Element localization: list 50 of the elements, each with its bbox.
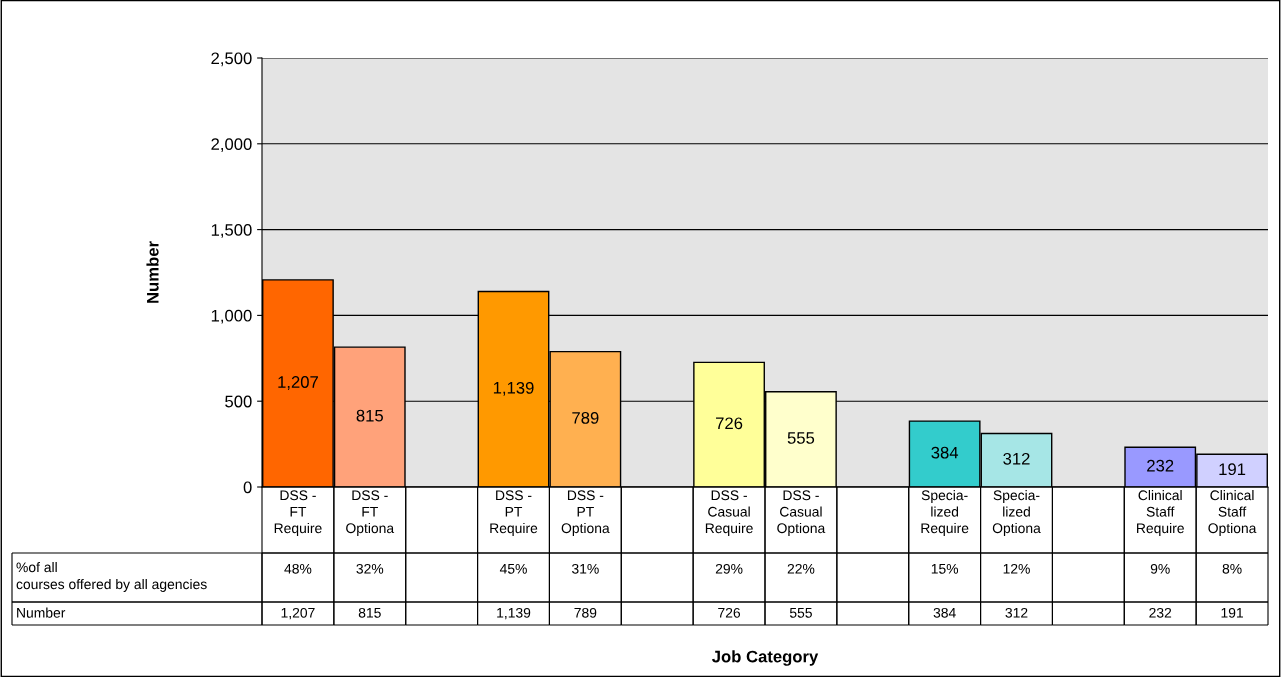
data-label: 1,207	[281, 607, 315, 620]
y-tick-label: 1,500	[211, 224, 252, 238]
y-tick-label: 2,500	[211, 52, 252, 67]
text: 1,207	[278, 376, 318, 390]
text: 8%	[1222, 563, 1242, 574]
x-tick-label: Specia- lized Require	[921, 490, 969, 536]
text: 32%	[356, 563, 384, 574]
data-label: 384	[933, 607, 956, 618]
y-tick-label: 2,000	[211, 138, 252, 152]
data-label: 191	[1221, 607, 1243, 618]
text: Job Category	[712, 650, 819, 666]
x-tick-label: DSS - FT Optiona	[346, 490, 395, 536]
x-tick-label: DSS - Casual Optiona	[777, 490, 826, 536]
x-tick-label: Clinical Staff Require	[1137, 490, 1184, 536]
text: 1,139	[493, 381, 534, 396]
y-tick-label: 1,000	[211, 309, 252, 324]
text: 726	[716, 417, 743, 430]
text: 15%	[931, 563, 959, 574]
data-label: 555	[789, 608, 812, 618]
text: 12%	[1003, 563, 1030, 574]
y-tick-label: 500	[225, 395, 252, 408]
x-tick-label: DSS - FT Require	[274, 490, 322, 536]
data-label: 726	[718, 607, 741, 618]
text: 31%	[571, 563, 599, 574]
text: Number	[17, 607, 66, 618]
text: 789	[572, 411, 599, 424]
y-tick-label: 0	[243, 481, 252, 494]
text: 45%	[499, 563, 527, 574]
text: 9%	[1150, 563, 1170, 574]
x-tick-label: DSS - PT Require	[490, 490, 538, 536]
x-tick-label: DSS - PT Optiona	[561, 490, 610, 536]
text: 312	[1003, 452, 1030, 465]
text: 232	[1147, 459, 1174, 472]
text: 48%	[284, 563, 312, 574]
y-axis-title: Number	[146, 241, 159, 303]
data-label: 789	[574, 607, 597, 618]
text: %of all courses offered by all agencies	[16, 562, 207, 592]
text: 384	[931, 446, 959, 459]
x-tick-label: Clinical Staff Optiona	[1208, 490, 1257, 536]
text: 555	[787, 432, 815, 444]
text: 22%	[787, 563, 815, 574]
text: 29%	[715, 563, 743, 574]
data-label: 815	[358, 607, 381, 618]
data-label: 312	[1005, 607, 1028, 618]
x-tick-label: Specia- lized Optiona	[992, 490, 1041, 536]
data-label: 1,139	[497, 607, 531, 620]
data-label: 232	[1149, 607, 1172, 618]
text: 815	[356, 409, 383, 422]
text: 191	[1219, 463, 1246, 476]
x-tick-label: DSS - Casual Require	[705, 490, 753, 536]
